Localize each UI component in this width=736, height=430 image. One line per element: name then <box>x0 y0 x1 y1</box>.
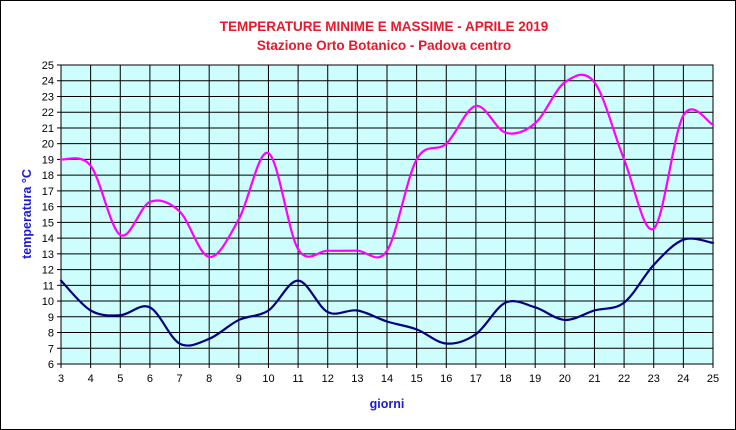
x-tick-label: 25 <box>707 373 719 385</box>
x-tick-label: 23 <box>648 373 660 385</box>
x-tick-label: 4 <box>88 373 94 385</box>
y-tick-label: 7 <box>48 343 54 355</box>
x-tick-label: 21 <box>588 373 600 385</box>
y-tick-label: 18 <box>42 170 54 182</box>
series-lines <box>59 73 715 347</box>
y-tick-label: 23 <box>42 91 54 103</box>
x-tick-label: 19 <box>529 373 541 385</box>
x-tick-label: 17 <box>470 373 482 385</box>
y-tick-label: 9 <box>48 312 54 324</box>
chart-subtitle: Stazione Orto Botanico - Padova centro <box>257 38 511 53</box>
y-tick-label: 17 <box>42 186 54 198</box>
y-tick-label: 24 <box>42 76 54 88</box>
y-tick-label: 16 <box>42 202 54 214</box>
y-tick-label: 11 <box>43 280 54 292</box>
x-tick-label: 6 <box>147 373 153 385</box>
x-tick-label: 13 <box>351 373 363 385</box>
chart-title: TEMPERATURE MINIME E MASSIME - APRILE 20… <box>220 19 549 34</box>
y-tick-label: 6 <box>48 359 54 371</box>
x-tick-label: 14 <box>381 373 393 385</box>
x-tick-label: 16 <box>440 373 452 385</box>
x-tick-label: 20 <box>559 373 571 385</box>
y-tick-label: 19 <box>42 154 54 166</box>
y-tick-label: 14 <box>42 233 54 245</box>
y-tick-label: 25 <box>42 60 54 72</box>
y-tick-label: 20 <box>42 139 54 151</box>
y-tick-label: 13 <box>42 249 54 261</box>
y-tick-labels: 6 7 8 9 10 11 12 13 14 15 16 17 18 19 20 21 22 23 24 25 <box>42 60 54 371</box>
x-tick-label: 11 <box>292 373 303 385</box>
x-tick-label: 12 <box>322 373 334 385</box>
grid-lines <box>57 64 714 368</box>
x-tick-label: 15 <box>411 373 423 385</box>
x-tick-label: 7 <box>176 373 182 385</box>
x-tick-label: 3 <box>58 373 64 385</box>
x-tick-label: 9 <box>236 373 242 385</box>
x-tick-label: 5 <box>117 373 123 385</box>
y-tick-label: 12 <box>42 265 54 277</box>
y-tick-label: 15 <box>42 217 54 229</box>
max-temperature-line <box>59 73 715 259</box>
x-tick-label: 24 <box>677 373 689 385</box>
min-temperature-line <box>59 237 715 347</box>
x-tick-label: 10 <box>262 373 274 385</box>
y-axis-label: temperatura °C <box>20 169 34 259</box>
x-tick-label: 8 <box>206 373 212 385</box>
x-tick-label: 18 <box>499 373 511 385</box>
y-tick-label: 21 <box>42 123 54 135</box>
x-axis-label: giorni <box>370 397 405 411</box>
x-tick-label: 22 <box>618 373 630 385</box>
y-tick-label: 22 <box>42 107 54 119</box>
y-tick-label: 10 <box>42 296 54 308</box>
y-tick-label: 8 <box>48 328 54 340</box>
x-tick-labels: 3 4 5 6 7 8 9 10 11 12 13 14 15 16 17 18 19 20 21 22 23 24 25 <box>58 373 719 385</box>
